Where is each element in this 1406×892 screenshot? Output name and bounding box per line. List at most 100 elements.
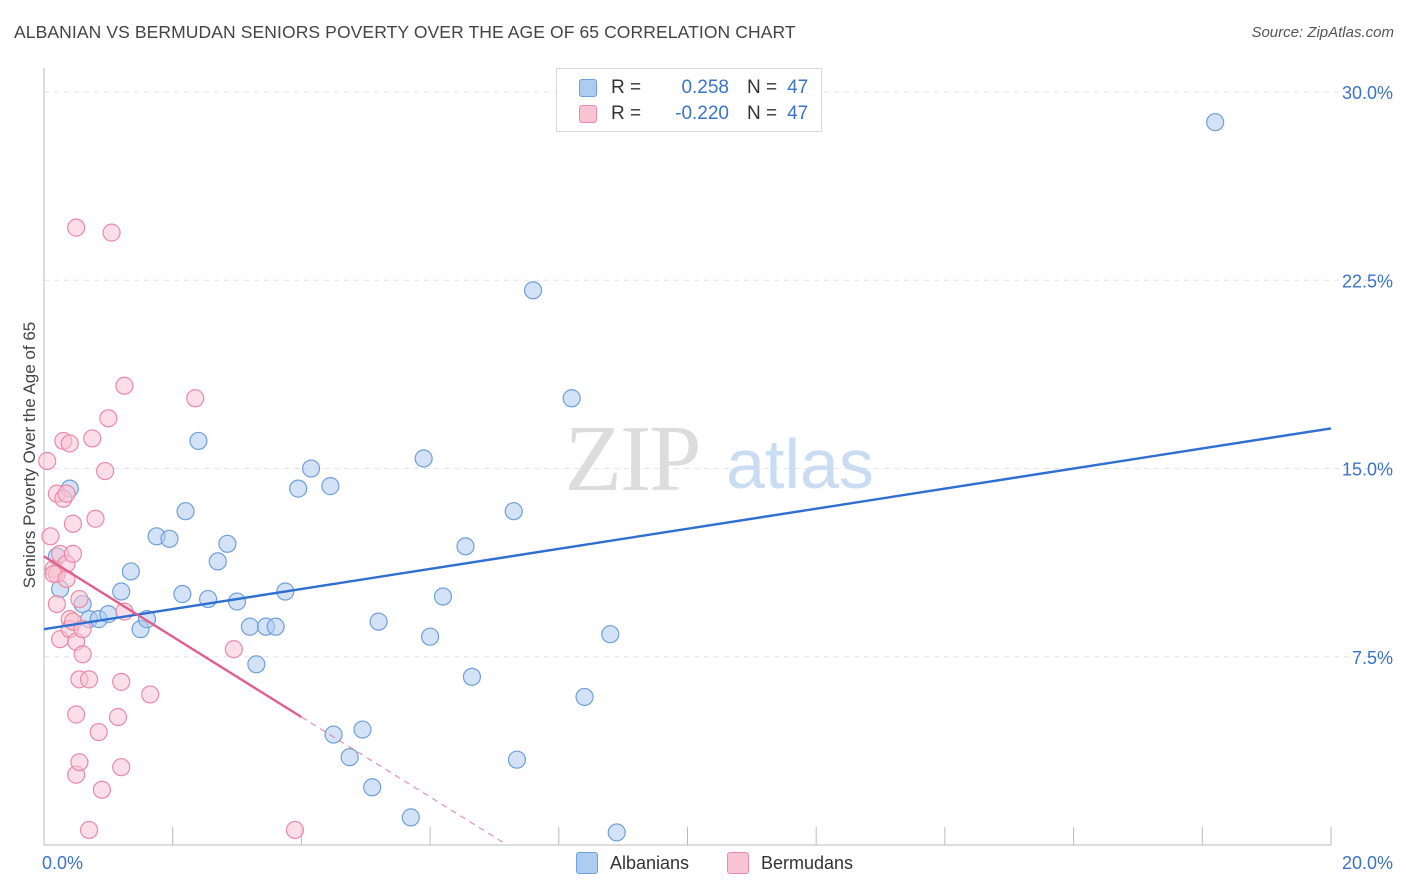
- bermudan-point: [186, 389, 205, 408]
- chart-title: ALBANIAN VS BERMUDAN SENIORS POVERTY OVE…: [14, 22, 796, 42]
- legend-r-value-bermudans: -0.220: [675, 103, 729, 124]
- series-label-bermudans: Bermudans: [761, 852, 854, 873]
- legend-n-value-bermudans: 47: [787, 103, 809, 124]
- y-axis-title: Seniors Poverty Over the Age of 65: [20, 321, 39, 589]
- source-label: Source: ZipAtlas.com: [1251, 24, 1394, 41]
- bermudan-point: [67, 218, 86, 237]
- legend-n-label: N =: [747, 77, 778, 98]
- albanian-point: [324, 725, 343, 744]
- albanian-point: [507, 750, 527, 769]
- albanian-point: [456, 537, 475, 556]
- bermudan-point: [47, 594, 66, 614]
- y-tick-labels: 7.5% 15.0% 22.5% 30.0%: [1342, 83, 1393, 668]
- data-points: [38, 113, 1225, 842]
- bermudan-point: [102, 223, 121, 242]
- series-legend-bermudans: Bermudans: [727, 852, 853, 874]
- bermudan-point: [285, 820, 305, 840]
- albanian-point: [369, 612, 388, 631]
- albanian-point: [247, 655, 266, 674]
- bermudan-point: [70, 753, 89, 772]
- albanian-point: [189, 431, 208, 451]
- bermudan-point: [141, 685, 160, 704]
- bermudan-point: [86, 509, 105, 528]
- albanian-point: [562, 389, 581, 408]
- bermudan-point: [79, 670, 99, 689]
- albanian-point: [607, 823, 626, 842]
- bermudan-trend-line: [43, 555, 303, 719]
- albanian-point: [414, 449, 433, 468]
- grid-lines: [44, 91, 1393, 658]
- bermudan-point: [70, 589, 89, 609]
- watermark-atlas: atlas: [726, 425, 874, 503]
- x-tick-label: 20.0%: [1342, 853, 1393, 873]
- bermudan-point: [96, 461, 115, 481]
- bermudan-point: [79, 820, 99, 840]
- y-tick-label: 22.5%: [1342, 271, 1393, 291]
- albanian-point: [266, 617, 285, 636]
- albanian-point: [289, 479, 308, 498]
- series-swatch-bermudans: [727, 852, 749, 874]
- albanian-point: [401, 808, 420, 827]
- albanian-point: [240, 617, 260, 636]
- legend-row-albanians: R = 0.258 N = 47: [579, 76, 808, 100]
- y-tick-label: 30.0%: [1342, 83, 1393, 103]
- albanian-point: [421, 627, 440, 646]
- y-tick-label: 7.5%: [1352, 648, 1393, 668]
- legend-r-label: R =: [611, 77, 642, 98]
- albanian-point: [1206, 113, 1225, 132]
- bermudan-point: [63, 544, 83, 563]
- albanian-trend-line: [43, 427, 1332, 631]
- bermudan-point: [83, 429, 102, 448]
- bermudan-point: [63, 514, 83, 533]
- trend-lines: [43, 427, 1332, 846]
- y-tick-label: 15.0%: [1342, 460, 1393, 480]
- albanian-point: [160, 529, 179, 548]
- albanian-point: [173, 584, 192, 604]
- albanian-point: [340, 748, 359, 767]
- series-swatch-albanians: [576, 852, 598, 874]
- legend-swatch-bermudans: [579, 105, 597, 123]
- series-label-albanians: Albanians: [610, 852, 690, 873]
- bermudan-point: [60, 434, 79, 453]
- series-legend-albanians: Albanians: [576, 852, 689, 874]
- bermudan-point: [99, 409, 118, 428]
- bermudan-point: [92, 780, 112, 799]
- legend-swatch-albanians: [579, 79, 597, 97]
- albanian-point: [321, 477, 340, 496]
- x-tick-label: 0.0%: [42, 853, 83, 873]
- bermudan-point: [73, 645, 92, 664]
- legend-row-bermudans: R = -0.220 N = 47: [579, 102, 808, 126]
- correlation-legend: R = 0.258 N = 47 R = -0.220 N = 47: [556, 68, 822, 132]
- bermudan-point: [112, 672, 131, 691]
- bermudan-point: [89, 722, 108, 742]
- albanian-point: [523, 281, 543, 300]
- bermudan-point: [108, 707, 128, 727]
- albanian-point: [575, 687, 594, 707]
- albanian-point: [601, 625, 620, 644]
- albanian-point: [121, 562, 140, 581]
- albanian-point: [301, 459, 321, 478]
- watermark-zip: ZIP: [565, 407, 700, 511]
- bermudan-point: [38, 451, 57, 471]
- bermudan-point: [224, 640, 243, 659]
- x-tick-labels: 0.0% 20.0%: [42, 853, 1393, 873]
- albanian-point: [504, 502, 523, 521]
- bermudan-point: [115, 376, 134, 395]
- legend-r-label: R =: [611, 103, 642, 124]
- albanian-point: [433, 587, 453, 606]
- bermudan-point: [112, 758, 131, 777]
- albanian-point: [462, 667, 482, 686]
- albanian-point: [227, 592, 247, 611]
- bermudan-point: [67, 705, 86, 724]
- legend-n-label: N =: [747, 103, 778, 124]
- series-legend: Albanians Bermudans: [0, 852, 1406, 878]
- albanian-point: [208, 552, 227, 571]
- legend-n-value-albanians: 47: [787, 77, 809, 98]
- albanian-point: [353, 720, 372, 739]
- bermudan-point: [41, 527, 60, 546]
- albanian-point: [112, 582, 131, 601]
- bermudan-trend-extension: [301, 716, 508, 846]
- albanian-point: [218, 534, 237, 553]
- bermudan-point: [57, 484, 76, 503]
